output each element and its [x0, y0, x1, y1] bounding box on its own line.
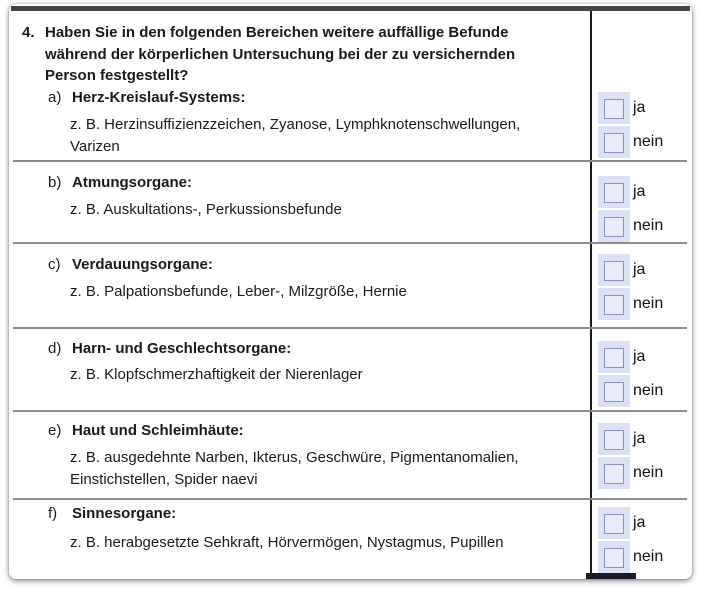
item-e-ja-checkbox[interactable] — [598, 423, 630, 455]
item-d-letter: d) — [48, 340, 62, 357]
item-f-nein-checkbox[interactable] — [598, 541, 630, 573]
checkbox-inner — [604, 382, 624, 402]
item-b-nein-option: nein — [598, 210, 663, 242]
item-b-nein-label: nein — [633, 217, 664, 234]
item-e-nein-checkbox[interactable] — [598, 457, 630, 489]
item-e-ja-label: ja — [633, 430, 646, 447]
item-f-nein-option: nein — [598, 541, 663, 573]
item-a-ja-label: ja — [633, 99, 646, 116]
item-c-ja-option: ja — [598, 254, 663, 286]
row-divider — [13, 242, 687, 244]
table-top-border — [11, 6, 690, 11]
example-line: Einstichstellen, Spider naevi — [70, 470, 258, 488]
form-page: 4. Haben Sie in den folgenden Bereichen … — [9, 4, 692, 579]
checkbox-inner — [604, 295, 624, 315]
item-f-answer-group: ja nein — [598, 507, 663, 575]
item-c-nein-option: nein — [598, 288, 663, 320]
item-a-nein-label: nein — [633, 133, 664, 150]
checkbox-inner — [604, 548, 624, 568]
item-f-example: z. B. herabgesetzte Sehkraft, Hörvermöge… — [70, 532, 504, 554]
item-d-title: Harn- und Geschlechtsorgane: — [72, 340, 292, 357]
example-line: z. B. Herzinsuffizienzzeichen, Zyanose, … — [70, 116, 521, 133]
item-e-nein-label: nein — [633, 464, 664, 481]
checkbox-inner — [604, 217, 624, 237]
item-e-ja-option: ja — [598, 423, 663, 455]
question-line: Person festgestellt? — [45, 67, 189, 84]
item-e-title: Haut und Schleimhäute: — [72, 422, 244, 439]
example-line: z. B. Auskultations-, Perkussionsbefunde — [70, 201, 342, 218]
item-c-nein-checkbox[interactable] — [598, 288, 630, 320]
item-b-ja-label: ja — [633, 183, 646, 200]
item-c-letter: c) — [48, 256, 61, 273]
item-d-ja-option: ja — [598, 341, 663, 373]
item-e-answer-group: ja nein — [598, 423, 663, 491]
item-f-ja-checkbox[interactable] — [598, 507, 630, 539]
row-divider — [13, 160, 687, 162]
question-line: während der körperlichen Untersuchung be… — [45, 45, 516, 63]
row-divider — [13, 410, 687, 412]
item-a-title: Herz-Kreislauf-Systems: — [72, 89, 246, 106]
item-d-answer-group: ja nein — [598, 341, 663, 409]
item-e-letter: e) — [48, 422, 62, 439]
checkbox-inner — [604, 430, 624, 450]
example-line: Varizen — [70, 137, 120, 155]
example-line: z. B. Palpationsbefunde, Leber-, Milzgrö… — [70, 283, 407, 300]
row-divider — [13, 327, 687, 329]
checkbox-inner — [604, 99, 624, 119]
item-e-example: z. B. ausgedehnte Narben, Ikterus, Gesch… — [70, 447, 519, 490]
item-a-nein-option: nein — [598, 126, 663, 158]
item-a-ja-checkbox[interactable] — [598, 92, 630, 124]
item-d-ja-checkbox[interactable] — [598, 341, 630, 373]
item-c-ja-checkbox[interactable] — [598, 254, 630, 286]
item-b-ja-option: ja — [598, 176, 663, 208]
item-e-nein-option: nein — [598, 457, 663, 489]
answer-column-divider — [590, 11, 592, 579]
checkbox-inner — [604, 133, 624, 153]
item-a-answer-group: ja nein — [598, 92, 663, 160]
example-line: z. B. Klopfschmerzhaftigkeit der Nierenl… — [70, 366, 363, 383]
checkbox-inner — [604, 348, 624, 368]
example-line: z. B. herabgesetzte Sehkraft, Hörvermöge… — [70, 534, 504, 551]
question-text: Haben Sie in den folgenden Bereichen wei… — [45, 22, 515, 87]
item-d-ja-label: ja — [633, 348, 646, 365]
question-line: Haben Sie in den folgenden Bereichen wei… — [45, 24, 509, 41]
item-d-example: z. B. Klopfschmerzhaftigkeit der Nierenl… — [70, 364, 363, 386]
checkbox-inner — [604, 514, 624, 534]
item-f-ja-label: ja — [633, 514, 646, 531]
item-c-example: z. B. Palpationsbefunde, Leber-, Milzgrö… — [70, 281, 407, 303]
item-c-answer-group: ja nein — [598, 254, 663, 322]
item-a-nein-checkbox[interactable] — [598, 126, 630, 158]
item-f-title: Sinnesorgane: — [72, 505, 177, 522]
item-f-letter: f) — [48, 505, 58, 522]
item-b-answer-group: ja nein — [598, 176, 663, 244]
question-number: 4. — [22, 24, 35, 41]
item-f-ja-option: ja — [598, 507, 663, 539]
table-bottom-border — [586, 573, 636, 579]
item-b-nein-checkbox[interactable] — [598, 210, 630, 242]
item-c-ja-label: ja — [633, 261, 646, 278]
checkbox-inner — [604, 183, 624, 203]
item-d-nein-label: nein — [633, 382, 664, 399]
checkbox-inner — [604, 261, 624, 281]
example-line: z. B. ausgedehnte Narben, Ikterus, Gesch… — [70, 449, 519, 466]
item-b-example: z. B. Auskultations-, Perkussionsbefunde — [70, 199, 342, 221]
row-divider — [13, 498, 687, 500]
item-d-nein-checkbox[interactable] — [598, 375, 630, 407]
item-d-nein-option: nein — [598, 375, 663, 407]
item-a-letter: a) — [48, 89, 62, 106]
item-c-title: Verdauungsorgane: — [72, 256, 213, 273]
item-c-nein-label: nein — [633, 295, 664, 312]
item-a-ja-option: ja — [598, 92, 663, 124]
item-b-title: Atmungsorgane: — [72, 174, 192, 191]
item-b-letter: b) — [48, 174, 62, 191]
item-b-ja-checkbox[interactable] — [598, 176, 630, 208]
item-a-example: z. B. Herzinsuffizienzzeichen, Zyanose, … — [70, 114, 520, 157]
item-f-nein-label: nein — [633, 548, 664, 565]
checkbox-inner — [604, 464, 624, 484]
